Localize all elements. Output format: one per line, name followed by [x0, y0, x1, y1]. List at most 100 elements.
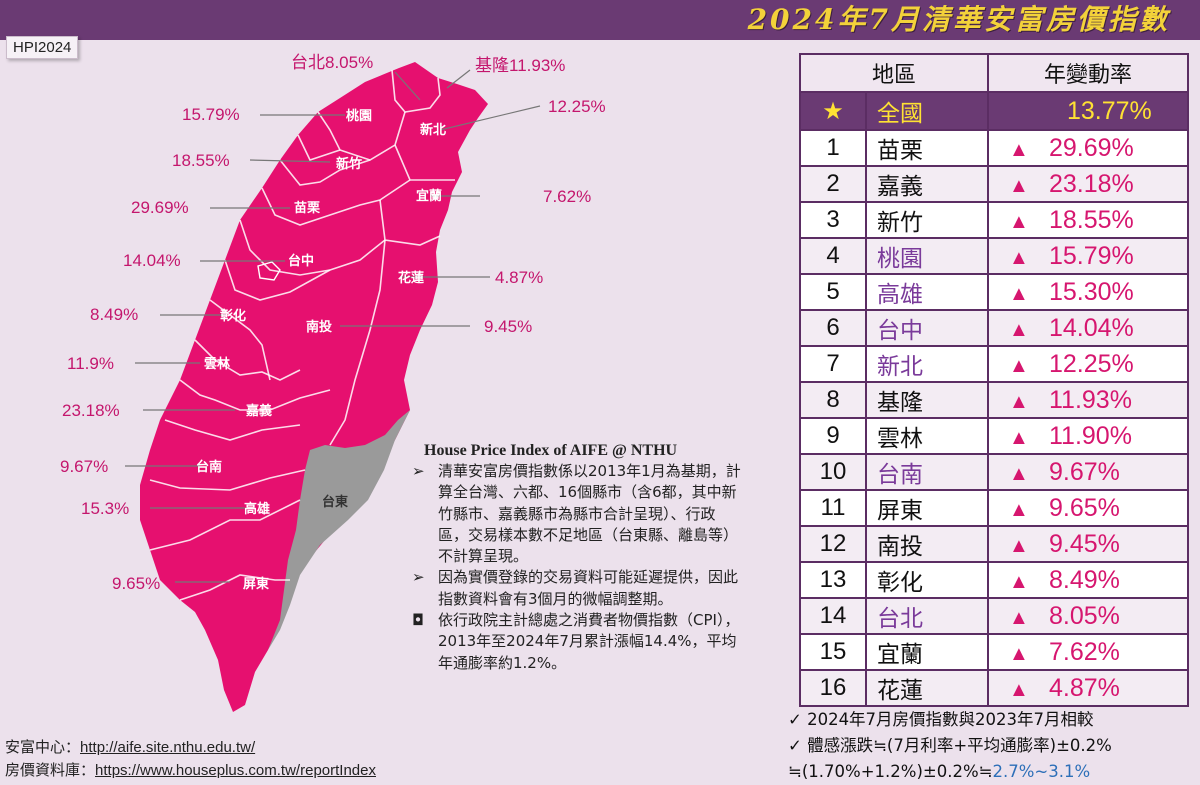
- note-line-3: ≒(1.70%+1.2%)±0.2%≒2.7%~3.1%: [788, 759, 1112, 785]
- table-row: 9 雲林 ▲ 11.90%: [799, 417, 1189, 455]
- table-row: 5 高雄 ▲ 15.30%: [799, 273, 1189, 311]
- table-row: 1 苗栗 ▲ 29.69%: [799, 129, 1189, 167]
- map-label-hualien: 花蓮: [398, 270, 424, 286]
- info-panel: House Price Index of AIFE @ NTHU ➢ 清華安富房…: [404, 441, 744, 674]
- callout-taipei: 台北8.05%: [291, 48, 373, 73]
- callout-yunlin-rate: 11.9%: [67, 354, 114, 373]
- ranking-table-body: ★ 全國 13.77% 1 苗栗 ▲ 29.69% 2 嘉義 ▲ 23.18% 3 新竹 ▲ 18.5…: [799, 91, 1189, 707]
- source-links: 安富中心：http://aife.site.nthu.edu.tw/ 房價資料庫…: [5, 736, 376, 782]
- region-cell: 桃園: [865, 237, 989, 275]
- region-cell: 屏東: [865, 489, 989, 527]
- note-line-3-range: 2.7%~3.1%: [992, 762, 1091, 781]
- up-triangle-icon: ▲: [1009, 426, 1029, 449]
- col-header-region: 地區: [799, 53, 989, 93]
- callout-name: 台北: [291, 53, 325, 72]
- rate-cell: ▲ 11.90%: [987, 417, 1189, 455]
- up-triangle-icon: ▲: [1009, 534, 1029, 557]
- rate-cell: ▲ 18.55%: [987, 201, 1189, 239]
- national-name: 全國: [865, 91, 989, 131]
- callout-hualien-rate: 4.87%: [495, 268, 544, 287]
- up-triangle-icon: ▲: [1009, 498, 1029, 521]
- db-link[interactable]: https://www.houseplus.com.tw/reportIndex: [95, 762, 376, 779]
- callout-tainan-rate: 9.67%: [60, 457, 109, 476]
- page-title: 2024年7月清華安富房價指數: [747, 3, 1170, 36]
- up-triangle-icon: ▲: [1009, 570, 1029, 593]
- map-shapes: [140, 62, 488, 712]
- map-label-kaohsiung: 高雄: [244, 501, 270, 517]
- center-label: 安富中心：: [5, 738, 81, 756]
- db-label: 房價資料庫：: [5, 761, 96, 779]
- rank-cell: 10: [799, 453, 867, 491]
- center-link-row: 安富中心：http://aife.site.nthu.edu.tw/: [5, 736, 376, 759]
- rate-cell: ▲ 29.69%: [987, 129, 1189, 167]
- callout-rate: 11.93%: [509, 56, 566, 75]
- up-triangle-icon: ▲: [1009, 606, 1029, 629]
- table-row: 14 台北 ▲ 8.05%: [799, 597, 1189, 635]
- map-label-yunlin: 雲林: [204, 356, 230, 372]
- up-triangle-icon: ▲: [1009, 282, 1029, 305]
- region-cell: 基隆: [865, 381, 989, 419]
- region-cell: 花蓮: [865, 669, 989, 707]
- callout-yilan-rate: 7.62%: [543, 187, 592, 206]
- rate-cell: ▲ 8.05%: [987, 597, 1189, 635]
- info-bullet-text: 清華安富房價指數係以2013年1月為基期，計算全台灣、六都、16個縣市（含6都，…: [438, 462, 741, 566]
- region-cell: 新北: [865, 345, 989, 383]
- county-labels: 新北 桃園 新竹 苗栗 宜蘭 台中 花蓮 彰化 南投 雲林 嘉義 台南 高雄 台…: [196, 108, 446, 592]
- map-label-hsinchu: 新竹: [336, 156, 362, 172]
- rate-value: 14.04%: [1049, 313, 1134, 342]
- region-cell: 高雄: [865, 273, 989, 311]
- table-row: 15 宜蘭 ▲ 7.62%: [799, 633, 1189, 671]
- info-bullet-text: 依行政院主計總處之消費者物價指數（CPI），2013年至2024年7月累計漲幅1…: [438, 611, 740, 672]
- map-label-nantou: 南投: [306, 319, 332, 335]
- up-triangle-icon: ▲: [1009, 318, 1029, 341]
- rank-cell: 15: [799, 633, 867, 671]
- rate-value: 11.90%: [1049, 421, 1132, 450]
- region-cell: 彰化: [865, 561, 989, 599]
- up-triangle-icon: ▲: [1009, 210, 1029, 233]
- region-cell: 苗栗: [865, 129, 989, 167]
- map-label-taichung: 台中: [288, 253, 314, 269]
- rate-value: 4.87%: [1049, 673, 1120, 702]
- table-row: 10 台南 ▲ 9.67%: [799, 453, 1189, 491]
- arrow-bullet-icon: ➢: [412, 568, 425, 587]
- region-cell: 嘉義: [865, 165, 989, 203]
- note-line-2: ✓ 體感漲跌≒(7月利率+平均通膨率)±0.2%: [788, 736, 1112, 755]
- rate-cell: ▲ 15.79%: [987, 237, 1189, 275]
- star-icon: ★: [799, 91, 867, 131]
- up-triangle-icon: ▲: [1009, 138, 1029, 161]
- rate-cell: ▲ 12.25%: [987, 345, 1189, 383]
- rate-cell: ▲ 4.87%: [987, 669, 1189, 707]
- callout-nantou-rate: 9.45%: [484, 317, 533, 336]
- table-row: 12 南投 ▲ 9.45%: [799, 525, 1189, 563]
- rate-cell: ▲ 11.93%: [987, 381, 1189, 419]
- map-label-changhua: 彰化: [220, 308, 246, 324]
- region-cell: 台中: [865, 309, 989, 347]
- rank-cell: 6: [799, 309, 867, 347]
- up-triangle-icon: ▲: [1009, 642, 1029, 665]
- table-row: 3 新竹 ▲ 18.55%: [799, 201, 1189, 239]
- center-link[interactable]: http://aife.site.nthu.edu.tw/: [80, 739, 256, 756]
- callout-taichung-rate: 14.04%: [123, 251, 181, 270]
- hpi-tag: HPI2024: [6, 36, 79, 59]
- callout-xinbei-rate: 12.25%: [548, 97, 606, 116]
- rank-cell: 2: [799, 165, 867, 203]
- rate-value: 15.79%: [1049, 241, 1134, 270]
- rate-cell: ▲ 23.18%: [987, 165, 1189, 203]
- callout-chiayi-rate: 23.18%: [62, 401, 120, 420]
- rate-cell: ▲ 8.49%: [987, 561, 1189, 599]
- map-label-tainan: 台南: [196, 459, 222, 475]
- table-row: 11 屏東 ▲ 9.65%: [799, 489, 1189, 527]
- rank-cell: 12: [799, 525, 867, 563]
- region-cell: 宜蘭: [865, 633, 989, 671]
- leader-lines: [125, 69, 541, 583]
- info-bullet-3: ◘ 依行政院主計總處之消費者物價指數（CPI），2013年至2024年7月累計漲…: [404, 610, 744, 674]
- taitung-county-shape: [268, 410, 410, 650]
- rate-value: 18.55%: [1049, 205, 1134, 234]
- taiwan-island-shape: [140, 62, 488, 712]
- callout-taoyuan-rate: 15.79%: [182, 105, 240, 124]
- up-triangle-icon: ▲: [1009, 678, 1029, 701]
- db-link-row: 房價資料庫：https://www.houseplus.com.tw/repor…: [5, 759, 376, 782]
- note-line-3-prefix: ≒(1.70%+1.2%)±0.2%≒: [788, 762, 993, 781]
- callout-miaoli-rate: 29.69%: [131, 198, 189, 217]
- table-row: 8 基隆 ▲ 11.93%: [799, 381, 1189, 419]
